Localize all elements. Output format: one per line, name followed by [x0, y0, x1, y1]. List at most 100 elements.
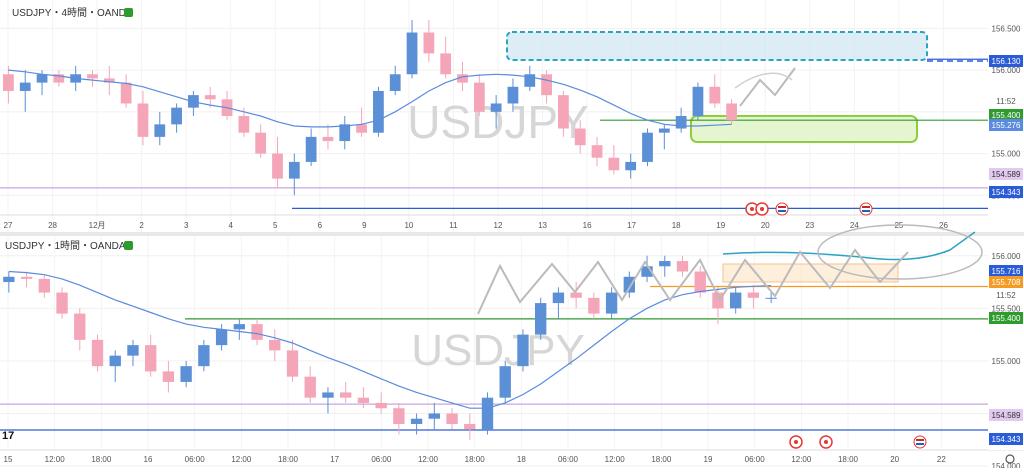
candle-body[interactable] — [591, 145, 603, 158]
candle-body[interactable] — [109, 355, 121, 367]
candle-body[interactable] — [641, 266, 653, 277]
candle-body[interactable] — [204, 95, 216, 100]
candle-body[interactable] — [692, 86, 704, 116]
candle-body[interactable] — [162, 371, 175, 382]
candle-body[interactable] — [322, 136, 334, 142]
candle-body[interactable] — [375, 402, 387, 409]
candle-body[interactable] — [286, 350, 299, 377]
candle-body[interactable] — [410, 418, 423, 424]
candle-body[interactable] — [357, 397, 370, 403]
candle-body[interactable] — [552, 292, 565, 304]
candle-body[interactable] — [288, 161, 300, 179]
candle-body[interactable] — [356, 124, 367, 133]
candle-body[interactable] — [251, 324, 263, 340]
us-flag-icon[interactable] — [859, 202, 873, 216]
candle-body[interactable] — [322, 392, 334, 398]
candle-body[interactable] — [642, 132, 653, 162]
candle-body[interactable] — [180, 366, 192, 382]
candle-body[interactable] — [20, 276, 33, 279]
x-tick-label: 12月 — [89, 221, 106, 230]
candle-body[interactable] — [625, 161, 637, 171]
candle-body[interactable] — [747, 292, 760, 298]
candle-body[interactable] — [238, 116, 250, 133]
candle-body[interactable] — [103, 78, 115, 83]
candle-body[interactable] — [490, 103, 502, 112]
candle-body[interactable] — [446, 413, 458, 424]
candle-body[interactable] — [605, 292, 618, 314]
candle-body[interactable] — [730, 292, 742, 309]
candle-body[interactable] — [675, 116, 687, 129]
candle-body[interactable] — [304, 376, 316, 398]
tag-154343-text: 154.343 — [992, 435, 1021, 444]
candle-body[interactable] — [726, 103, 737, 121]
candle-body[interactable] — [3, 276, 15, 283]
candle-body[interactable] — [198, 345, 210, 367]
x-tick-label: 20 — [761, 221, 770, 230]
candle-body[interactable] — [3, 74, 14, 91]
candle-body[interactable] — [255, 132, 267, 154]
candle-body[interactable] — [87, 74, 98, 79]
candle-body[interactable] — [765, 297, 777, 299]
candle-body[interactable] — [423, 32, 435, 54]
candle-body[interactable] — [694, 271, 706, 293]
candle-body[interactable] — [574, 128, 586, 146]
candle-body[interactable] — [588, 297, 600, 314]
x-tick-label: 06:00 — [371, 455, 392, 464]
candle-body[interactable] — [473, 82, 485, 112]
candle-body[interactable] — [658, 128, 670, 133]
candle-body[interactable] — [709, 86, 721, 104]
candle-body[interactable] — [517, 334, 529, 367]
candle-body[interactable] — [499, 366, 511, 398]
us-flag-icon[interactable] — [913, 435, 927, 449]
candle-body[interactable] — [541, 74, 552, 96]
candle-body[interactable] — [428, 413, 440, 419]
x-tick-label: 6 — [318, 221, 323, 230]
tv-logo[interactable]: 17 — [2, 430, 14, 442]
candle-body[interactable] — [233, 324, 245, 330]
candle-body[interactable] — [171, 107, 182, 125]
candle-body[interactable] — [440, 53, 452, 75]
candle-body[interactable] — [74, 313, 86, 340]
top-resistance-zone[interactable] — [506, 31, 928, 61]
candle-body[interactable] — [464, 423, 476, 430]
bottom-candles — [3, 255, 777, 440]
candle-body[interactable] — [676, 261, 689, 272]
candle-body[interactable] — [373, 90, 384, 133]
candle-body[interactable] — [56, 292, 68, 314]
candle-body[interactable] — [36, 74, 48, 83]
candle-body[interactable] — [137, 103, 149, 137]
candle-body[interactable] — [91, 339, 104, 367]
candle-body[interactable] — [215, 329, 228, 346]
candle-body[interactable] — [127, 345, 139, 356]
candle-body[interactable] — [269, 339, 281, 351]
candle-body[interactable] — [570, 292, 582, 298]
candle-body[interactable] — [558, 95, 569, 129]
candle-body[interactable] — [339, 124, 351, 142]
candle-body[interactable] — [623, 276, 635, 293]
candle-body[interactable] — [120, 82, 132, 104]
candle-body[interactable] — [608, 157, 620, 171]
candle-body[interactable] — [712, 292, 724, 309]
tag-154589 — [989, 168, 1023, 180]
candle-body[interactable] — [19, 82, 31, 91]
pane-separator[interactable] — [0, 232, 1024, 236]
candle-body[interactable] — [38, 278, 50, 293]
candle-body[interactable] — [272, 153, 283, 179]
settings-icon[interactable] — [1005, 454, 1015, 464]
candle-body[interactable] — [145, 345, 157, 372]
candle-body[interactable] — [507, 86, 519, 104]
candle-body[interactable] — [389, 74, 401, 91]
candle-body[interactable] — [481, 397, 494, 430]
candle-body[interactable] — [154, 124, 166, 137]
candle-body[interactable] — [340, 392, 352, 398]
candle-body[interactable] — [524, 74, 536, 87]
candle-body[interactable] — [659, 261, 671, 267]
candle-body[interactable] — [406, 32, 418, 75]
top-support-zone[interactable] — [690, 115, 918, 143]
candle-body[interactable] — [53, 74, 65, 83]
candle-body[interactable] — [535, 303, 547, 335]
candle-body[interactable] — [393, 408, 405, 424]
candle-body[interactable] — [305, 136, 317, 162]
us-flag-icon[interactable] — [775, 202, 789, 216]
candle-body[interactable] — [457, 74, 468, 83]
